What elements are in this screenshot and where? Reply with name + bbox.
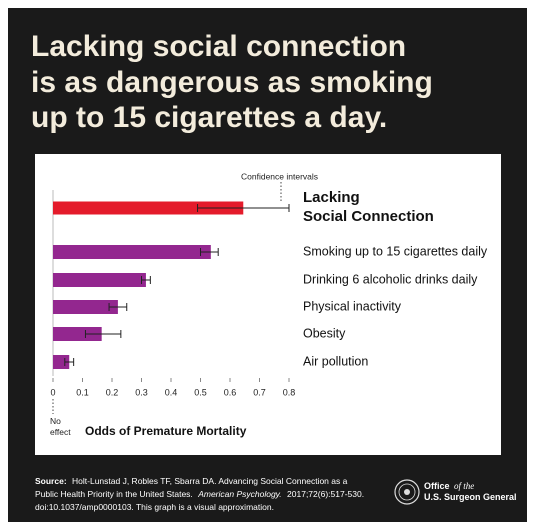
error-bar	[141, 276, 151, 284]
category-label: Smoking up to 15 cigarettes daily	[303, 244, 488, 258]
title-line: up to 15 cigarettes a day.	[31, 101, 387, 134]
bar	[53, 201, 244, 215]
x-tick-label: 0.4	[165, 387, 178, 397]
x-tick-label: 0.3	[135, 387, 148, 397]
error-bar	[200, 248, 219, 256]
title-line: is as dangerous as smoking	[31, 66, 433, 99]
title-line: Lacking social connection	[31, 30, 406, 63]
bar	[53, 300, 118, 314]
x-tick-label: 0	[50, 387, 55, 397]
category-label: Lacking Social Connection	[303, 189, 434, 225]
category-label: Physical inactivity	[303, 299, 402, 313]
error-bar	[108, 303, 128, 311]
error-bar	[84, 330, 122, 338]
source-text: Source: Holt-Lunstad J, Robles TF, Sbarr…	[35, 476, 366, 512]
x-axis-label: Odds of Premature Mortality	[85, 424, 247, 438]
x-tick-label: 0.2	[106, 387, 119, 397]
category-label: Air pollution	[303, 354, 368, 368]
x-tick-label: 0.8	[283, 387, 296, 397]
error-bar	[64, 358, 75, 366]
x-tick-label: 0.6	[224, 387, 237, 397]
error-bar	[197, 204, 290, 212]
bar	[53, 327, 102, 341]
no-effect-label: No effect	[50, 416, 71, 437]
logo-text: Office of the U.S. Surgeon General	[424, 481, 517, 502]
seal	[394, 479, 420, 505]
category-label: Drinking 6 alcoholic drinks daily	[303, 272, 478, 286]
confidence-note: Confidence intervals	[241, 171, 318, 181]
category-label: Obesity	[303, 326, 346, 340]
x-tick-label: 0.7	[253, 387, 266, 397]
x-tick-label: 0.5	[194, 387, 207, 397]
bar	[53, 273, 146, 287]
x-tick-label: 0.1	[76, 387, 89, 397]
bar	[53, 245, 211, 259]
title: Lacking social connection is as dangerou…	[31, 30, 433, 134]
